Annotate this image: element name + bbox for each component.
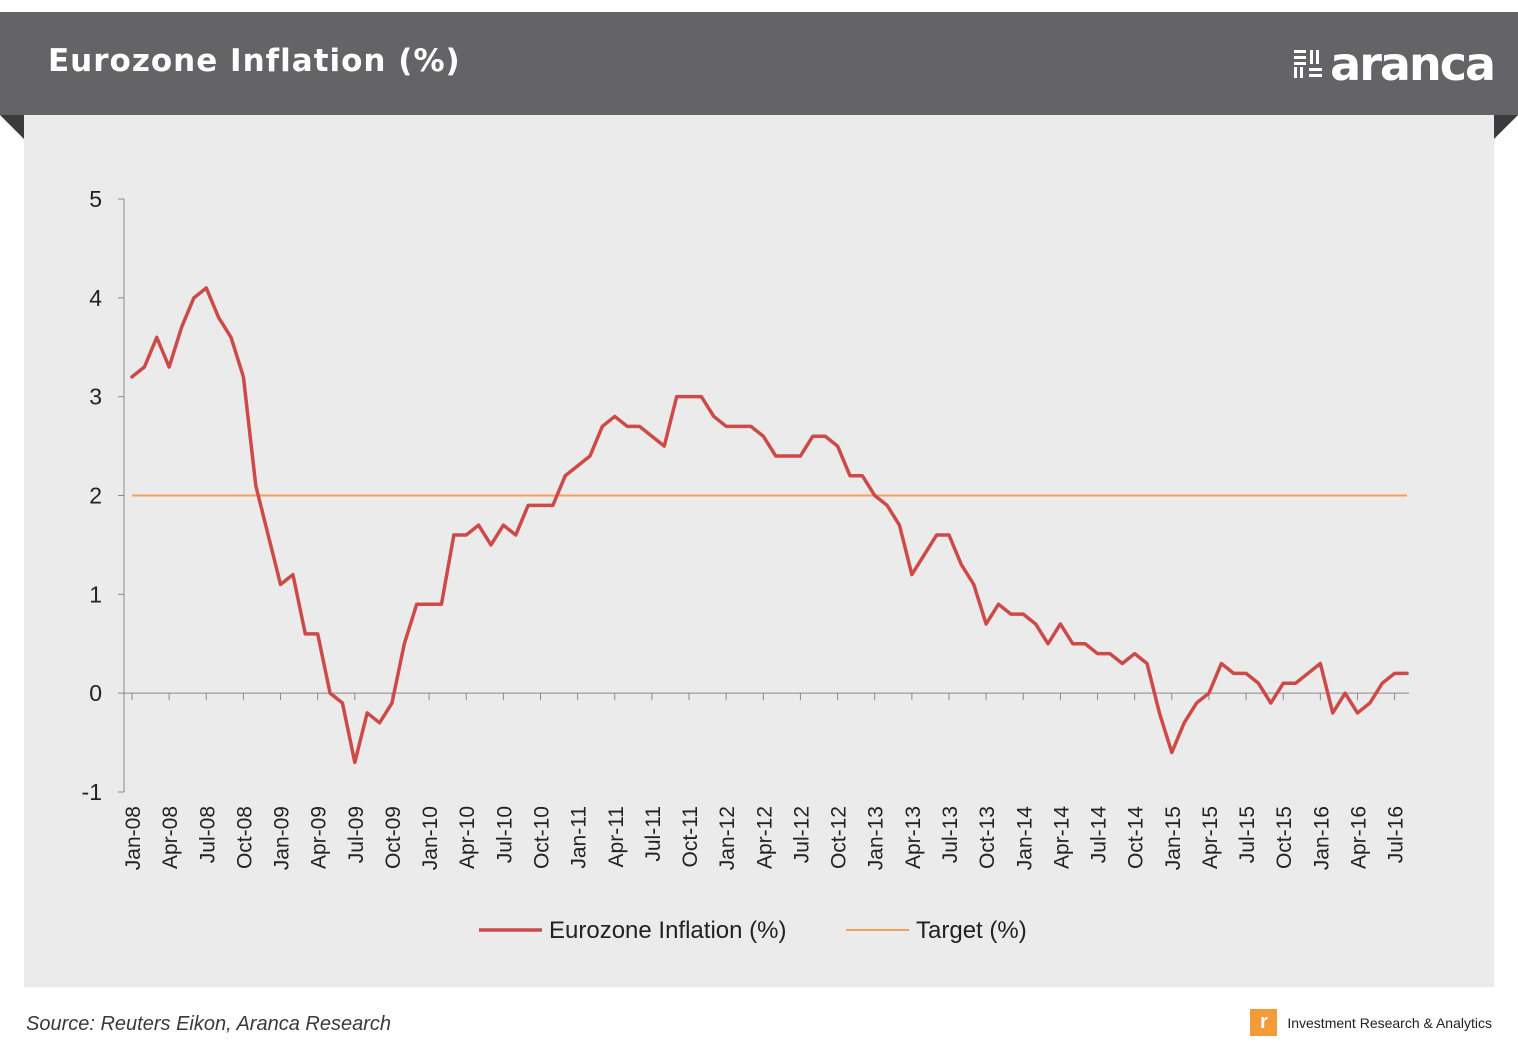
x-tick-label: Jan-11 <box>568 806 591 869</box>
x-tick-label: Oct-14 <box>1125 806 1148 869</box>
x-tick-label: Jul-13 <box>939 806 962 863</box>
x-tick-label: Jul-12 <box>790 806 813 863</box>
banner-fold-right <box>1494 115 1518 139</box>
y-tick-label: 0 <box>89 680 102 706</box>
x-tick-label: Oct-13 <box>976 806 999 869</box>
legend: Eurozone Inflation (%) Target (%) <box>479 917 1027 944</box>
series-layer <box>130 286 1409 765</box>
x-tick-label: Apr-15 <box>1199 806 1222 869</box>
x-tick-label: Apr-10 <box>456 806 479 869</box>
x-tick-label: Oct-12 <box>828 806 851 869</box>
x-tick-label: Apr-11 <box>605 806 628 867</box>
x-tick-label: Jan-09 <box>271 806 294 870</box>
y-tick-label: 4 <box>89 285 102 311</box>
banner-fold-left <box>0 115 24 139</box>
y-tick-label: -1 <box>82 779 102 805</box>
aranca-logo: aranca <box>1292 34 1496 94</box>
aranca-r-badge-icon: r <box>1250 1009 1278 1036</box>
x-axis: Jan-08 Apr-08 Jul-08 Oct-08 Jan-09 Apr-09 Jul-… <box>122 692 1409 871</box>
x-tick-label: Jan-12 <box>716 806 739 870</box>
x-tick-label: Jul-16 <box>1385 806 1408 863</box>
x-tick-label: Jan-16 <box>1310 806 1333 870</box>
x-tick-label: Oct-09 <box>382 806 405 869</box>
title-banner: Eurozone Inflation (%) aranca <box>0 12 1518 115</box>
x-tick-label: Apr-09 <box>308 806 331 869</box>
y-axis: 5 4 3 2 1 0 -1 <box>82 186 125 805</box>
x-tick-label: Jan-08 <box>122 806 145 870</box>
line-chart: 5 4 3 2 1 0 -1 Jan-08 Apr-08 Jul-08 Oct-08 Jan-09 A… <box>82 186 1409 944</box>
legend-label-target: Target (%) <box>916 917 1027 944</box>
chart-panel: 5 4 3 2 1 0 -1 Jan-08 Apr-08 Jul-08 Oct-08 Jan-09 A… <box>24 115 1494 987</box>
x-tick-label: Jul-10 <box>493 806 516 863</box>
y-tick-label: 2 <box>89 483 102 509</box>
x-tick-label: Oct-11 <box>679 806 702 867</box>
x-tick-label: Jan-15 <box>1162 806 1185 870</box>
x-tick-label: Apr-12 <box>753 806 776 869</box>
tagline: r Investment Research & Analytics <box>1250 1009 1492 1036</box>
y-tick-label: 3 <box>89 384 102 410</box>
x-tick-label: Oct-10 <box>530 806 553 869</box>
x-tick-label: Jul-08 <box>196 806 219 863</box>
x-tick-label: Jan-10 <box>419 806 442 870</box>
legend-label-inflation: Eurozone Inflation (%) <box>549 917 786 944</box>
x-tick-label: Oct-15 <box>1273 806 1296 869</box>
logo-wordmark: aranca <box>1330 37 1496 91</box>
y-tick-label: 1 <box>89 581 102 607</box>
y-tick-label: 5 <box>89 186 102 212</box>
x-tick-label: Jan-13 <box>865 806 888 870</box>
x-tick-label: Oct-08 <box>233 806 256 869</box>
aranca-grid-mark-icon <box>1294 50 1323 78</box>
inflation-line <box>130 286 1409 765</box>
x-tick-label: Apr-13 <box>902 806 925 869</box>
x-tick-label: Jul-11 <box>642 806 665 862</box>
x-tick-label: Jul-15 <box>1236 806 1259 863</box>
tagline-text: Investment Research & Analytics <box>1287 1014 1492 1031</box>
x-tick-label: Jan-14 <box>1013 806 1036 871</box>
source-note: Source: Reuters Eikon, Aranca Research <box>26 1013 391 1035</box>
x-tick-label: Apr-16 <box>1347 806 1370 869</box>
chart-title: Eurozone Inflation (%) <box>48 43 461 79</box>
x-tick-label: Apr-08 <box>159 806 182 869</box>
x-tick-label: Apr-14 <box>1050 806 1073 869</box>
x-tick-label: Jul-09 <box>345 806 368 863</box>
x-tick-label: Jul-14 <box>1088 806 1111 864</box>
